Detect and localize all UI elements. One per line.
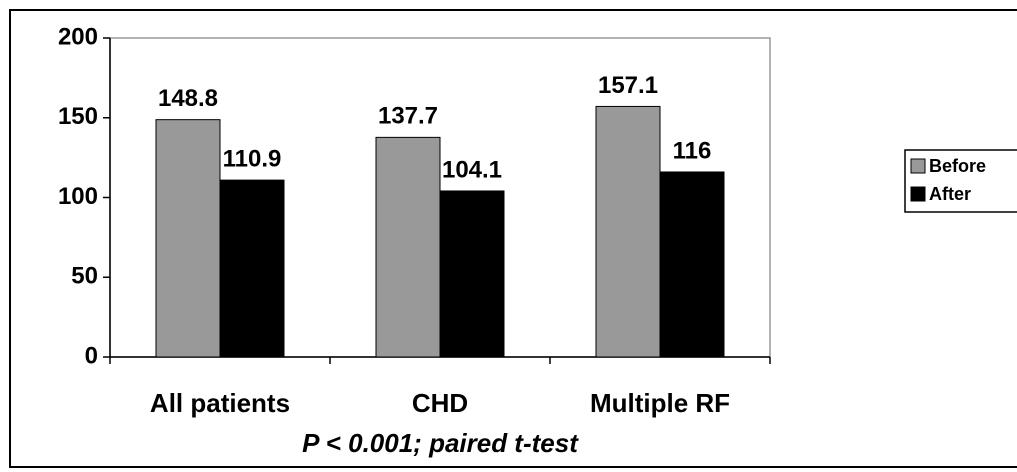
y-tick-label: 100 <box>58 183 98 210</box>
y-tick-label: 50 <box>71 263 98 290</box>
value-label: 148.8 <box>158 85 218 112</box>
legend-label: After <box>929 184 971 204</box>
y-tick-label: 150 <box>58 103 98 130</box>
note: P < 0.001; paired t-test <box>302 428 579 458</box>
bar <box>155 119 221 358</box>
x-tick-label: All patients <box>150 388 290 418</box>
value-label: 137.7 <box>378 103 438 130</box>
bar <box>595 105 661 358</box>
bar <box>375 136 441 358</box>
value-label: 116 <box>673 137 712 164</box>
legend-label: Before <box>929 156 986 176</box>
value-label: 104.1 <box>442 156 502 183</box>
legend-swatch <box>910 186 926 202</box>
x-tick-label: CHD <box>412 388 468 418</box>
y-tick-label: 0 <box>85 342 98 369</box>
y-tick-label: 200 <box>58 23 98 50</box>
value-label: 110.9 <box>223 145 282 172</box>
bar <box>439 190 505 358</box>
bar <box>659 171 725 358</box>
x-tick-label: Multiple RF <box>590 388 730 418</box>
value-label: 157.1 <box>598 72 658 99</box>
bar <box>219 179 285 358</box>
legend-swatch <box>910 158 926 174</box>
